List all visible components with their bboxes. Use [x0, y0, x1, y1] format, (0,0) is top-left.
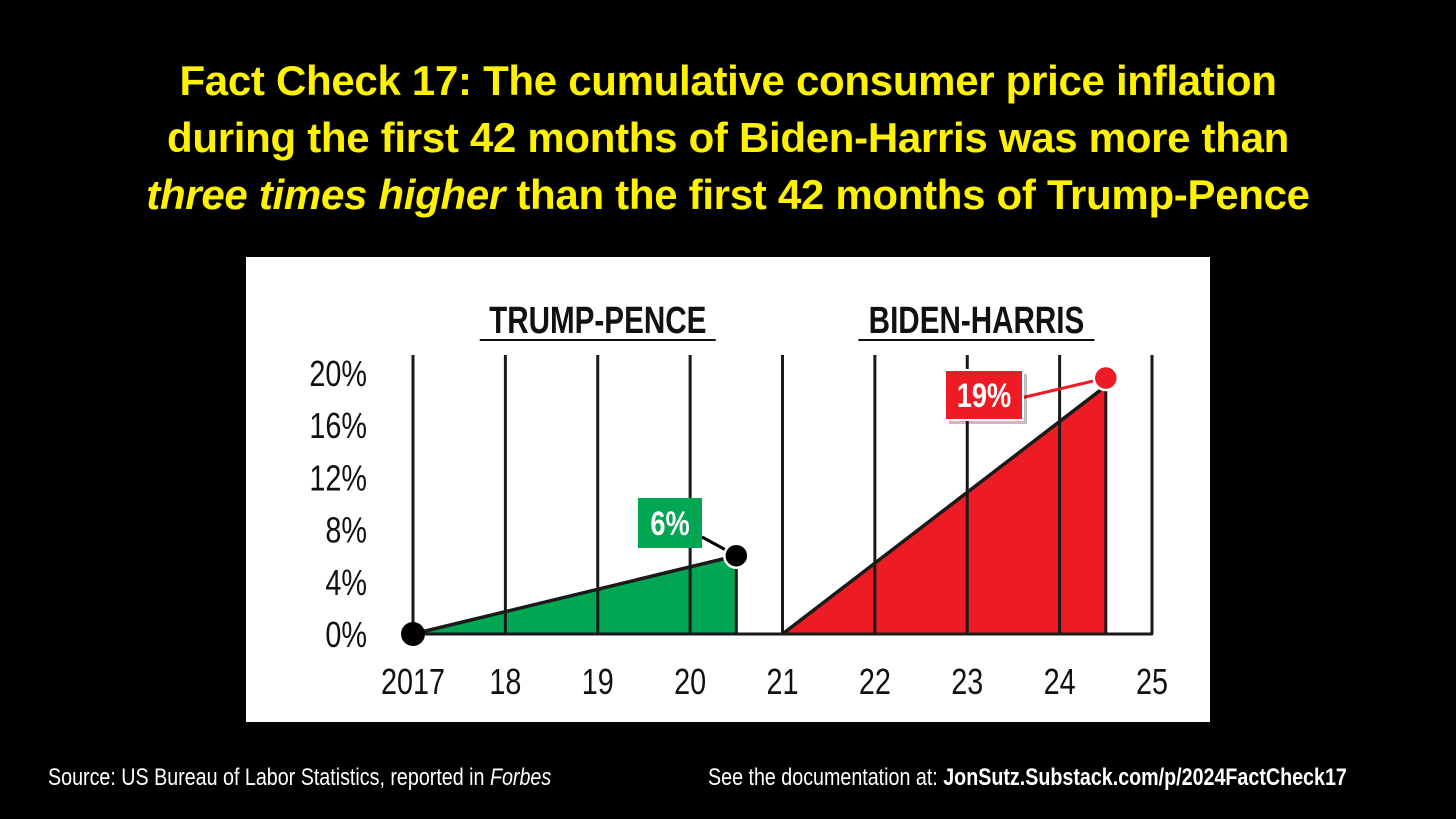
callout-label-trump-pence: 6% — [650, 504, 689, 543]
y-tick-label: 12% — [309, 457, 367, 498]
chart-svg: 0% 4% 8% 12% 16% 20% 2017 18 19 20 21 22 23 24 25 TRUMP… — [309, 300, 1168, 702]
x-tick-label: 19 — [582, 661, 614, 702]
source-publication: Forbes — [489, 764, 552, 791]
chart-panel: 0% 4% 8% 12% 16% 20% 2017 18 19 20 21 22 23 24 25 TRUMP… — [246, 257, 1210, 722]
x-tick-label: 20 — [674, 661, 706, 702]
documentation-note: See the documentation at: JonSutz.Substa… — [708, 764, 1347, 792]
headline-line-2: during the first 42 months of Biden-Harr… — [166, 114, 1290, 161]
source-note: Source: US Bureau of Labor Statistics, r… — [48, 764, 551, 792]
headline: Fact Check 17: The cumulative consumer p… — [0, 52, 1456, 223]
series-line-biden-harris — [781, 384, 1107, 636]
x-tick-label: 24 — [1044, 661, 1076, 702]
y-tick-label: 16% — [309, 405, 367, 446]
headline-emphasis: three times higher — [146, 171, 505, 218]
end-point-marker — [723, 542, 750, 569]
x-tick-label: 18 — [489, 661, 521, 702]
callout-box-trump-pence — [638, 498, 702, 548]
callout-leader-line — [1022, 376, 1107, 399]
callout-box-biden-harris — [944, 369, 1024, 421]
x-tick-label: 2017 — [381, 661, 445, 702]
end-point-marker — [1092, 364, 1120, 392]
series-line-trump-pence — [412, 553, 737, 636]
start-point-marker — [401, 622, 425, 646]
x-tick-label: 22 — [859, 661, 891, 702]
series-title-trump-pence: TRUMP-PENCE — [489, 300, 706, 342]
callout-label-biden-harris: 19% — [957, 376, 1011, 415]
x-tick-label: 23 — [951, 661, 983, 702]
y-tick-label: 20% — [309, 353, 367, 394]
doc-link[interactable]: JonSutz.Substack.com/p/2024FactCheck17 — [943, 764, 1347, 791]
y-tick-label: 4% — [325, 562, 367, 603]
headline-line-1: Fact Check 17: The cumulative consumer p… — [179, 57, 1277, 104]
doc-prefix: See the documentation at: — [708, 764, 944, 791]
x-tick-label: 21 — [766, 661, 798, 702]
y-tick-label: 0% — [325, 614, 367, 655]
headline-line-3-rest: than the first 42 months of Trump-Pence — [504, 171, 1310, 218]
y-tick-label: 8% — [325, 509, 367, 550]
headline-line-3: three times higher than the first 42 mon… — [0, 166, 1456, 223]
series-title-biden-harris: BIDEN-HARRIS — [869, 300, 1085, 342]
x-tick-label: 25 — [1136, 661, 1168, 702]
source-prefix: Source: US Bureau of Labor Statistics, r… — [48, 764, 490, 791]
